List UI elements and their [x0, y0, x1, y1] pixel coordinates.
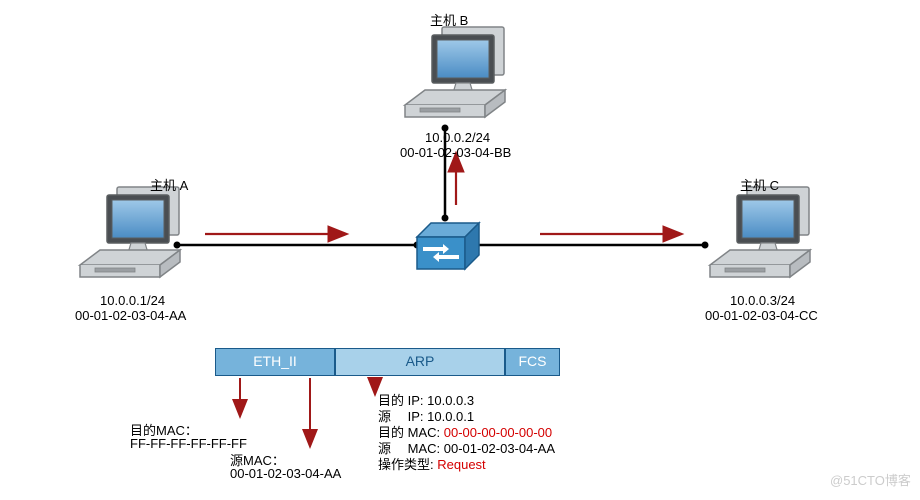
packet-segment: FCS — [505, 348, 560, 376]
hostA-mac: 00-01-02-03-04-AA — [75, 308, 186, 323]
arp-field-line: 源 IP: 10.0.0.1 — [378, 409, 555, 425]
arp-field-line: 目的 MAC: 00-00-00-00-00-00 — [378, 425, 555, 441]
arp-field-line: 源 MAC: 00-01-02-03-04-AA — [378, 441, 555, 457]
hostA-ip: 10.0.0.1/24 — [100, 293, 165, 308]
hostC-ip: 10.0.0.3/24 — [730, 293, 795, 308]
switch-icon — [417, 223, 479, 269]
hostB-mac: 00-01-02-03-04-BB — [400, 145, 511, 160]
hostB-label: 主机 B — [430, 10, 468, 29]
computer-hostA — [80, 187, 180, 277]
hostA-label: 主机 A — [150, 175, 188, 194]
computer-hostC — [710, 187, 810, 277]
hostB-ip: 10.0.0.2/24 — [425, 130, 490, 145]
arp-field-line: 操作类型: Request — [378, 457, 555, 473]
watermark: @51CTO博客 — [830, 470, 911, 489]
packet-bar: ETH_IIARPFCS — [215, 348, 560, 376]
hostC-label: 主机 C — [740, 175, 779, 194]
hostC-mac: 00-01-02-03-04-CC — [705, 308, 818, 323]
packet-connectors — [240, 378, 375, 445]
computer-hostB — [405, 27, 505, 117]
arp-field-line: 目的 IP: 10.0.0.3 — [378, 393, 555, 409]
eth-dest-mac-value: FF-FF-FF-FF-FF-FF — [130, 436, 247, 451]
flow-arrows — [205, 155, 680, 234]
packet-segment: ETH_II — [215, 348, 335, 376]
packet-segment: ARP — [335, 348, 505, 376]
eth-src-mac-value: 00-01-02-03-04-AA — [230, 466, 341, 481]
arp-fields: 目的 IP: 10.0.0.3源 IP: 10.0.0.1目的 MAC: 00-… — [378, 393, 555, 473]
